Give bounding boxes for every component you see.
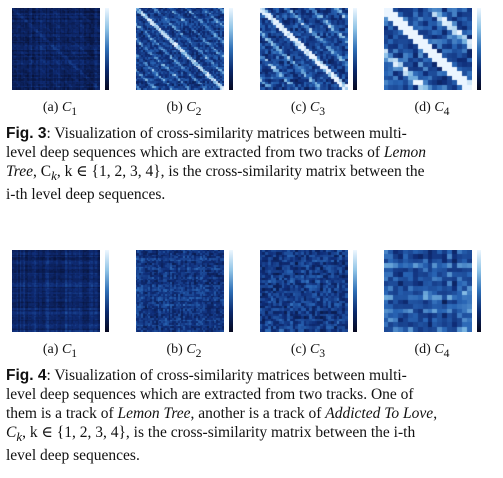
colorbar (477, 8, 481, 90)
subcaption-b: (b) C2 (166, 342, 202, 360)
colorbar (353, 8, 357, 90)
fig3-subcaptions: (a) C1 (b) C2 (c) C3 (d) C4 (0, 100, 503, 120)
fig3-panel-c3 (252, 4, 364, 96)
figure-3-panels (0, 0, 503, 100)
fig4-caption: Fig. 4: Visualization of cross-similarit… (6, 367, 438, 465)
figure-label: Fig. 4 (6, 367, 47, 384)
fig3-caption: Fig. 3: Visualization of cross-similarit… (6, 125, 427, 204)
subcaption-c: (c) C3 (290, 342, 326, 360)
fig4-panel-c1 (4, 246, 116, 338)
colorbar (477, 250, 481, 332)
subcaption-d: (d) C4 (414, 342, 450, 360)
fig4-panel-c2 (128, 246, 240, 338)
colorbar (229, 250, 233, 332)
fig3-heatmap-c3 (260, 8, 348, 90)
subcaption-c: (c) C3 (290, 100, 326, 118)
fig3-heatmap-c1 (12, 8, 100, 90)
fig4-heatmap-c4 (384, 250, 472, 332)
fig4-heatmap-c3 (260, 250, 348, 332)
fig4-heatmap-c2 (136, 250, 224, 332)
figure-3: (a) C1 (b) C2 (c) C3 (d) C4 Fig. 3: Visu… (0, 0, 503, 203)
fig4-panel-c3 (252, 246, 364, 338)
subcaption-d: (d) C4 (414, 100, 450, 118)
figure-4: (a) C1 (b) C2 (c) C3 (d) C4 Fig. 4: Visu… (0, 242, 503, 464)
fig3-panel-c4 (376, 4, 488, 96)
colorbar (105, 8, 109, 90)
colorbar (353, 250, 357, 332)
subcaption-a: (a) C1 (42, 342, 78, 360)
subcaption-a: (a) C1 (42, 100, 78, 118)
fig4-heatmap-c1 (12, 250, 100, 332)
fig3-heatmap-c2 (136, 8, 224, 90)
fig4-subcaptions: (a) C1 (b) C2 (c) C3 (d) C4 (0, 342, 503, 362)
colorbar (229, 8, 233, 90)
figure-label: Fig. 3 (6, 125, 47, 142)
figure-4-panels (0, 242, 503, 342)
fig3-panel-c1 (4, 4, 116, 96)
subcaption-b: (b) C2 (166, 100, 202, 118)
fig3-panel-c2 (128, 4, 240, 96)
colorbar (105, 250, 109, 332)
fig4-panel-c4 (376, 246, 488, 338)
fig3-heatmap-c4 (384, 8, 472, 90)
